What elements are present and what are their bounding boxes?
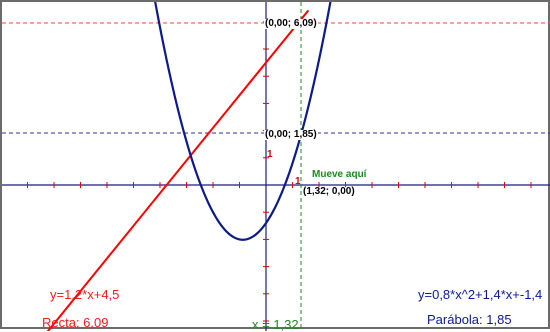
y-tick-label: 1 xyxy=(267,149,273,160)
drag-hint[interactable]: Mueve aquí xyxy=(312,169,367,180)
parabola-equation: y=0,8*x^2+1,4*x+-1,4 xyxy=(418,287,543,302)
point-label-x: (1,32; 0,00) xyxy=(302,186,356,197)
point-label-parabola: (0,00; 1,85) xyxy=(264,129,318,140)
parabola-value: Parábola: 1,85 xyxy=(427,312,512,327)
line-equation: y=1,2*x+4,5 xyxy=(50,287,120,302)
x-value: x = 1,32 xyxy=(252,317,299,332)
line-value: Recta: 6,09 xyxy=(42,315,109,330)
line-graph xyxy=(46,9,310,331)
x-tick-label: 1 xyxy=(295,176,301,187)
parabola-graph xyxy=(154,2,332,241)
point-label-line: (0,00; 6,09) xyxy=(264,18,318,29)
y-axis-ticks xyxy=(263,21,269,322)
